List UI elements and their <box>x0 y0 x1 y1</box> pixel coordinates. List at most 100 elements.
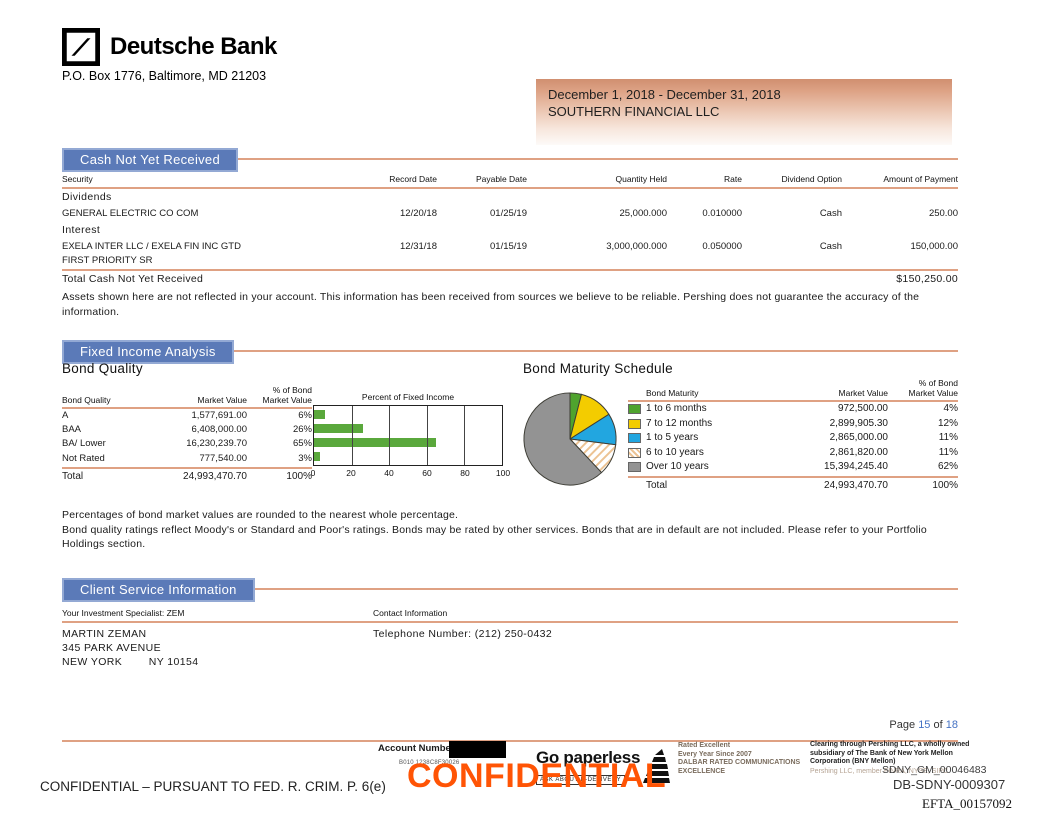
bar-chart-gridline <box>351 406 353 465</box>
col-security: Security <box>62 174 93 184</box>
group-row-interest: Interest <box>62 223 101 236</box>
contact-header: Contact Information <box>373 608 958 623</box>
clearing-disclosure-block: Clearing through Pershing LLC, a wholly … <box>810 741 985 776</box>
fixed-income-notes: Percentages of bond market values are ro… <box>62 508 958 552</box>
investment-specialist-block: Your Investment Specialist: ZEM MARTIN Z… <box>62 608 373 669</box>
client-name: SOUTHERN FINANCIAL LLC <box>548 104 720 119</box>
clearing-bold-text: Clearing through Pershing LLC, a wholly … <box>810 741 970 766</box>
contact-information-block: Contact Information Telephone Number: (2… <box>373 608 958 669</box>
cash-table-header: Security Record Date Payable Date Quanti… <box>62 172 958 189</box>
bond-maturity-title: Bond Maturity Schedule <box>523 361 673 376</box>
account-number-label: Account Number: <box>378 743 458 754</box>
bar-chart-gridline <box>464 406 466 465</box>
bar <box>314 424 363 433</box>
bar <box>314 438 437 447</box>
legend-row: 6 to 10 years 2,861,820.00 11% <box>628 446 958 461</box>
bank-address: P.O. Box 1776, Baltimore, MD 21203 <box>62 69 267 83</box>
cash-total-row: Total Cash Not Yet Received $150,250.00 <box>62 269 958 288</box>
pie-chart <box>521 390 619 488</box>
dalbar-rating-block: Rated Excellent Every Year Since 2007 DA… <box>678 742 801 775</box>
legend-row: Over 10 years 15,394,245.40 62% <box>628 460 958 475</box>
pershing-pyramid-icon <box>640 747 670 792</box>
x-tick-label: 40 <box>384 468 394 478</box>
section-rule <box>62 158 958 160</box>
col-dividend-option: Dividend Option <box>781 174 842 184</box>
bond-quality-title: Bond Quality <box>62 361 143 376</box>
cash-disclaimer: Assets shown here are not reflected in y… <box>62 291 920 318</box>
page-indicator: Page 15 of 18 <box>889 719 958 731</box>
cash-total-amount: $150,250.00 <box>896 273 958 285</box>
client-service-columns: Your Investment Specialist: ZEM MARTIN Z… <box>62 608 958 669</box>
bond-maturity-table: Bond Maturity Market Value % of Bond Mark… <box>628 378 958 494</box>
bar-chart-title: Percent of Fixed Income <box>361 392 455 402</box>
specialist-address-line1: 345 PARK AVENUE <box>62 642 161 654</box>
e-delivery-badge: ASK ABOUT E-DELIVERY <box>536 775 626 785</box>
x-tick-label: 0 <box>310 468 316 478</box>
deutsche-bank-logo-icon <box>62 28 100 66</box>
table-row: GENERAL ELECTRIC CO COM 12/20/18 01/25/1… <box>62 208 958 219</box>
section-title-box: Fixed Income Analysis <box>62 340 234 364</box>
go-paperless-block: Go paperless ASK ABOUT E-DELIVERY <box>536 748 640 786</box>
section-cash-not-yet-received: Cash Not Yet Received <box>62 148 958 172</box>
bar-chart-plot <box>313 405 503 466</box>
bond-maturity-total-row: Total 24,993,470.70 100% <box>628 475 958 494</box>
col-record-date: Record Date <box>389 174 437 184</box>
legend-swatch-green <box>628 404 641 414</box>
table-row: Not Rated 777,540.00 3% <box>62 452 312 464</box>
bates-number-efta: EFTA_00157092 <box>922 796 1012 811</box>
bates-number-sdny-gm: SDNY_GM_00046483 <box>882 764 987 776</box>
section-title-box: Cash Not Yet Received <box>62 148 238 172</box>
bank-header: Deutsche Bank P.O. Box 1776, Baltimore, … <box>62 28 277 83</box>
confidential-watermark: CONFIDENTIAL <box>407 757 667 795</box>
bond-quality-table: Bond Quality Market Value % of Bond Marke… <box>62 385 312 485</box>
table-row: BA/ Lower 16,230,239.70 65% <box>62 438 312 450</box>
bar-chart-gridline <box>389 406 391 465</box>
total-page-number: 18 <box>945 719 958 731</box>
col-payable-date: Payable Date <box>475 174 527 184</box>
go-paperless-title: Go paperless <box>536 748 641 767</box>
legend-swatch-hatched <box>628 447 641 458</box>
bar-chart-gridline <box>426 406 428 465</box>
cash-table: Security Record Date Payable Date Quanti… <box>62 172 958 319</box>
current-page-number: 15 <box>918 719 931 731</box>
specialist-header: Your Investment Specialist: ZEM <box>62 608 373 623</box>
x-tick-label: 20 <box>346 468 356 478</box>
section-fixed-income-analysis: Fixed Income Analysis <box>62 340 958 364</box>
bond-quality-header: Bond Quality Market Value % of Bond Marke… <box>62 385 312 409</box>
specialist-address-line2: NEW YORK NY 10154 <box>62 656 199 668</box>
bank-name: Deutsche Bank <box>110 33 277 60</box>
x-tick-label: 100 <box>495 468 511 478</box>
cash-total-label: Total Cash Not Yet Received <box>62 273 204 285</box>
col-rate: Rate <box>724 174 742 184</box>
table-row: BAA 6,408,000.00 26% <box>62 424 312 436</box>
table-row: A 1,577,691.00 6% <box>62 410 312 421</box>
legend-swatch-blue <box>628 433 641 443</box>
bar <box>314 410 326 419</box>
table-row: EXELA INTER LLC / EXELA FIN INC GTD 12/3… <box>62 240 958 252</box>
form-code: B010 1238C8F30026 <box>399 760 460 766</box>
pie-slice <box>523 392 603 486</box>
x-tick-label: 60 <box>422 468 432 478</box>
section-client-service: Client Service Information <box>62 578 958 602</box>
bar <box>314 452 320 461</box>
statement-period-box: December 1, 2018 - December 31, 2018 SOU… <box>536 79 952 145</box>
table-row-continuation: FIRST PRIORITY SR <box>62 255 153 266</box>
bond-quality-total-row: Total 24,993,470.70 100% <box>62 466 312 485</box>
fixed-income-bar-chart: Percent of Fixed Income 0 20 40 60 80 100 <box>310 392 510 480</box>
section-title-box: Client Service Information <box>62 578 255 602</box>
footer-rule <box>62 740 958 742</box>
clearing-light-text: Pershing LLC, member FINRA, NYSE, SIPC <box>810 767 949 775</box>
statement-period: December 1, 2018 - December 31, 2018 <box>548 87 781 102</box>
telephone-number: Telephone Number: (212) 250-0432 <box>373 628 553 640</box>
confidential-legal-stamp: CONFIDENTIAL – PURSUANT TO FED. R. CRIM.… <box>40 779 386 794</box>
section-rule <box>62 588 958 590</box>
specialist-name: MARTIN ZEMAN <box>62 628 147 640</box>
legend-row: 1 to 5 years 2,865,000.00 11% <box>628 431 958 446</box>
section-rule <box>62 350 958 352</box>
account-number-redaction <box>449 741 506 758</box>
legend-row: 1 to 6 months 972,500.00 4% <box>628 402 958 417</box>
note-line: Percentages of bond market values are ro… <box>62 509 459 521</box>
bond-maturity-header: Bond Maturity Market Value % of Bond Mark… <box>628 378 958 402</box>
bates-number-db-sdny: DB-SDNY-0009307 <box>893 777 1006 792</box>
